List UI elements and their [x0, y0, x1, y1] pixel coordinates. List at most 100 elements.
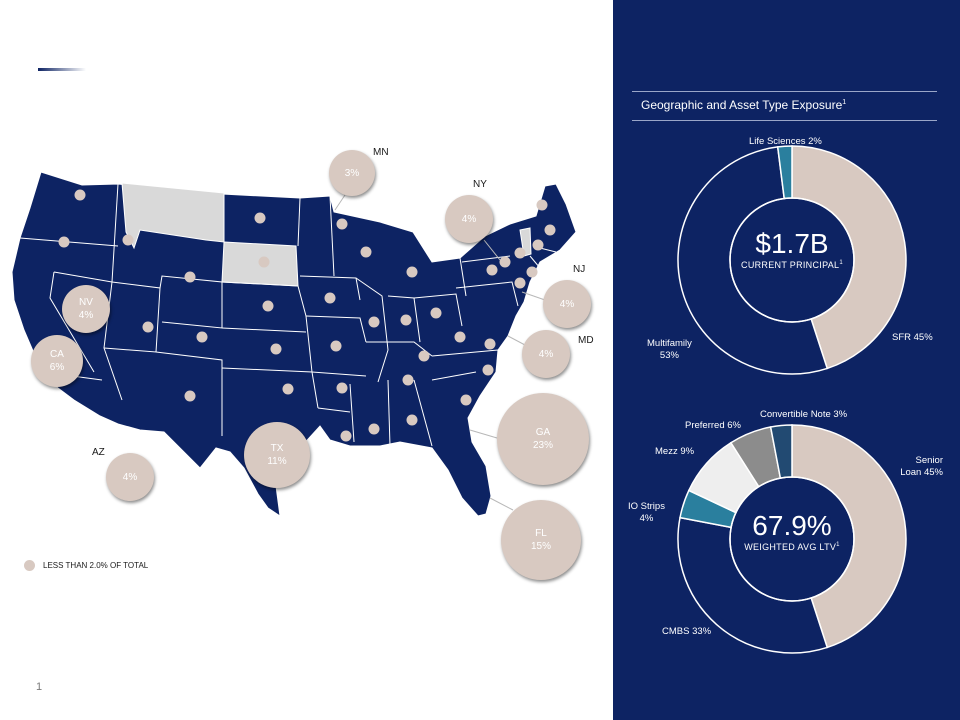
label-senior-loan-pct: Loan 45%: [900, 467, 943, 478]
bubble-md-pct: 4%: [538, 348, 554, 360]
state-label-mn: MN: [373, 147, 389, 158]
label-mezz: Mezz 9%: [655, 446, 695, 457]
bubble-tx-pct: 11%: [267, 456, 287, 467]
bubble-ga-pct: 23%: [532, 440, 553, 451]
panel-title-note: 1: [842, 99, 847, 106]
panel-top-rule: [632, 91, 937, 92]
state-marker-dot: [262, 300, 274, 312]
bubble-nv-pct: 4%: [78, 310, 94, 321]
label-convertible-note: Convertible Note 3%: [760, 409, 848, 420]
donut2-value: 67.9%: [752, 510, 832, 541]
bubble-nv-state: NV: [79, 297, 93, 308]
state-marker-dot: [122, 234, 134, 246]
state-marker-dot: [360, 246, 372, 258]
bubble-tx-state: TX: [270, 443, 284, 454]
label-senior-loan: Senior Loan 45%: [893, 455, 943, 479]
bubble-fl-pct: 15%: [530, 541, 551, 552]
label-senior-loan-name: Senior: [915, 455, 943, 466]
state-marker-dot: [430, 307, 442, 319]
donut2-caption-note: 1: [836, 542, 840, 548]
state-marker-dot: [418, 350, 430, 362]
bubble-mn: 3%: [329, 150, 375, 196]
state-marker-dot: [336, 218, 348, 230]
donut-charts: [677, 145, 907, 654]
bubble-fl: FL 15%: [501, 500, 581, 580]
state-label-ny: NY: [473, 179, 487, 190]
state-marker-dot: [184, 271, 196, 283]
donut1-value: $1.7B: [755, 228, 829, 259]
state-marker-dot: [532, 239, 544, 251]
state-marker-dot: [544, 224, 556, 236]
donut2-caption: WEIGHTED AVG LTV1: [718, 542, 866, 552]
legend-dot: [24, 560, 35, 571]
state-marker-dot: [142, 321, 154, 333]
vermont-no-exposure: [519, 227, 532, 257]
state-marker-dot: [324, 292, 336, 304]
state-marker-dot: [499, 256, 511, 268]
state-label-az: AZ: [92, 447, 105, 458]
bubble-nv: NV 4%: [62, 285, 110, 333]
label-multifamily-pct: 53%: [659, 350, 679, 361]
label-preferred: Preferred 6%: [685, 420, 741, 431]
state-marker-dot: [514, 247, 526, 259]
label-io-strips: IO Strips 4%: [628, 501, 665, 525]
state-marker-dot: [454, 331, 466, 343]
state-marker-dot: [196, 331, 208, 343]
bubble-md: 4%: [522, 330, 570, 378]
bubble-ny-pct: 4%: [461, 213, 477, 225]
bubble-ga-state: GA: [535, 427, 551, 438]
state-label-nj: NJ: [573, 264, 586, 275]
donut2-center: 67.9% WEIGHTED AVG LTV1: [718, 510, 866, 552]
callout-leader-line: [521, 291, 546, 301]
panel-bottom-rule: [632, 120, 937, 121]
panel-title-text: Geographic and Asset Type Exposure: [641, 98, 843, 112]
state-marker-dot: [402, 374, 414, 386]
panel-title: Geographic and Asset Type Exposure1: [641, 98, 846, 112]
state-marker-dot: [406, 414, 418, 426]
donut1-caption-text: CURRENT PRINCIPAL: [741, 260, 840, 270]
state-marker-dot: [282, 383, 294, 395]
donut2-caption-text: WEIGHTED AVG LTV: [744, 542, 837, 552]
state-marker-dot: [184, 390, 196, 402]
bubble-nj: 4%: [543, 280, 591, 328]
us-exposure-map: [11, 171, 577, 518]
label-life-sciences: Life Sciences 2%: [749, 136, 822, 147]
label-sfr: SFR 45%: [892, 332, 933, 343]
donut2-slice-inner-ring: [729, 476, 855, 602]
bubble-ga: GA 23%: [497, 393, 589, 485]
state-marker-dot: [340, 430, 352, 442]
map-legend: LESS THAN 2.0% OF TOTAL: [24, 560, 148, 571]
bubble-ca-state: CA: [50, 349, 64, 360]
bubble-az: 4%: [106, 453, 154, 501]
state-marker-dot: [336, 382, 348, 394]
callout-leader-line: [489, 497, 514, 511]
title-accent-bar: [38, 68, 86, 71]
state-marker-dot: [536, 199, 548, 211]
donut1-caption: CURRENT PRINCIPAL1: [718, 260, 866, 270]
callout-leader-line: [334, 194, 346, 211]
state-marker-dot: [484, 338, 496, 350]
page-number: 1: [36, 681, 43, 693]
callout-leader-line: [469, 429, 498, 439]
bubble-ny: 4%: [445, 195, 493, 243]
label-cmbs: CMBS 33%: [662, 626, 712, 637]
label-multifamily: Multifamily 53%: [647, 338, 692, 362]
bubble-mn-pct: 3%: [344, 167, 360, 179]
bubble-fl-state: FL: [535, 528, 547, 539]
state-marker-dot: [482, 364, 494, 376]
bubble-ca: CA 6%: [31, 335, 83, 387]
bubble-az-pct: 4%: [122, 471, 138, 483]
state-label-md: MD: [578, 335, 594, 346]
state-marker-dot: [368, 316, 380, 328]
state-marker-dot: [460, 394, 472, 406]
state-marker-dot: [400, 314, 412, 326]
state-marker-dot: [526, 266, 538, 278]
state-marker-dot: [486, 264, 498, 276]
bubble-nj-pct: 4%: [559, 298, 575, 310]
label-multifamily-name: Multifamily: [647, 338, 692, 349]
callout-leader-line: [483, 239, 501, 261]
label-io-strips-pct: 4%: [639, 513, 654, 524]
state-marker-dot: [330, 340, 342, 352]
state-marker-dot: [58, 236, 70, 248]
callout-leader-line: [507, 335, 526, 346]
